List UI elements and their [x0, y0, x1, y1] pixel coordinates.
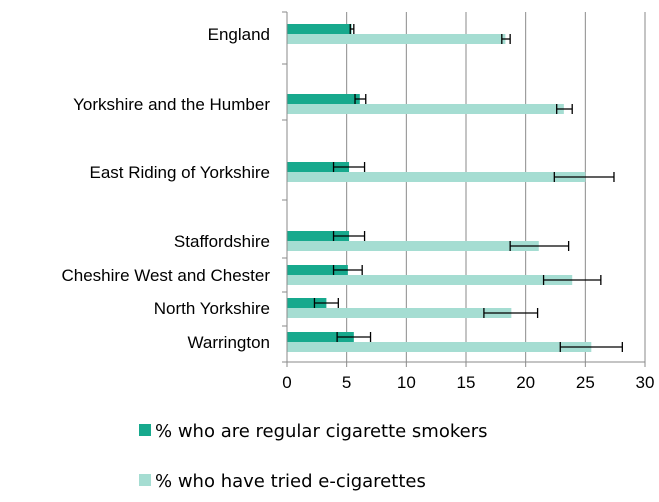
category-label-layer: England Yorkshire and the Humber East Ridi… [61, 25, 270, 352]
category-label-2: East Riding of Yorkshire [90, 163, 271, 182]
bar-smokers-1 [287, 94, 360, 104]
category-label-1: Yorkshire and the Humber [73, 95, 270, 114]
bar-smokers-6 [287, 332, 354, 342]
category-label-4: Cheshire West and Chester [61, 266, 270, 285]
bar-ecig-3 [287, 241, 539, 251]
x-tick-label-10: 10 [397, 373, 416, 392]
legend-label-smokers: % who are regular cigarette smokers [155, 421, 488, 442]
x-tick-label-30: 30 [636, 373, 655, 392]
error-bar-layer [313, 24, 623, 352]
x-tick-label-20: 20 [516, 373, 535, 392]
bar-smokers-2 [287, 162, 350, 172]
x-tick-label-15: 15 [457, 373, 476, 392]
legend: % who are regular cigarette smokers % who… [139, 421, 488, 492]
category-label-0: England [208, 25, 270, 44]
legend-swatch-smokers [139, 424, 151, 436]
legend-swatch-ecig [139, 474, 151, 486]
bar-ecig-4 [287, 275, 573, 285]
category-label-3: Staffordshire [174, 232, 270, 251]
bar-layer [287, 24, 592, 352]
bar-ecig-5 [287, 308, 512, 318]
legend-label-ecig: % who have tried e-cigarettes [155, 471, 426, 492]
category-label-5: North Yorkshire [154, 299, 270, 318]
x-tick-label-0: 0 [282, 373, 291, 392]
bar-ecig-2 [287, 172, 586, 182]
category-label-6: Warrington [187, 333, 270, 352]
bar-smokers-4 [287, 265, 348, 275]
bar-ecig-0 [287, 34, 506, 44]
bar-ecig-6 [287, 342, 592, 352]
x-tick-label-5: 5 [342, 373, 351, 392]
axis-layer: 0 5 10 15 20 25 30 [282, 11, 655, 392]
bar-smokers-0 [287, 24, 352, 34]
grid-layer [346, 12, 646, 362]
x-tick-label-25: 25 [576, 373, 595, 392]
bar-smokers-3 [287, 231, 350, 241]
bar-ecig-1 [287, 104, 564, 114]
bar-smokers-5 [287, 298, 327, 308]
